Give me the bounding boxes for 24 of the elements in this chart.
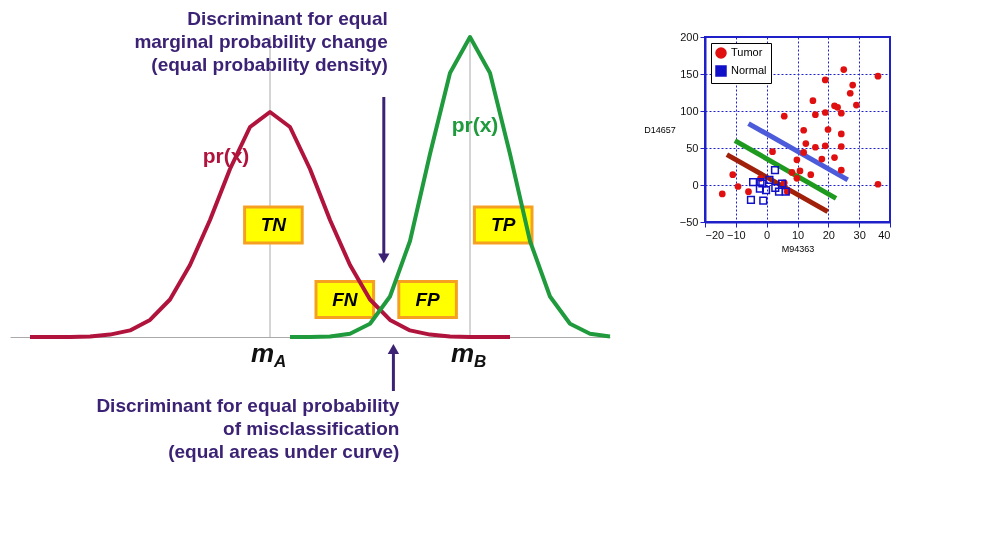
x-tick-label: 30 <box>853 228 866 241</box>
annotation: TN <box>260 214 288 236</box>
y-tick-label: 200 <box>680 30 699 43</box>
x-tick-label: 10 <box>791 228 805 241</box>
x-tick-label: −20 <box>705 228 725 241</box>
y-tick-label: 150 <box>680 67 699 80</box>
legend-label: Normal <box>731 64 767 76</box>
y-tick-label: 50 <box>686 141 699 154</box>
legend-label: Tumor <box>731 46 763 58</box>
x-tick-label: −10 <box>727 228 746 241</box>
y-axis-title: D14657 <box>644 125 676 135</box>
annotation: pr(x) <box>451 113 499 137</box>
text: Discriminant for equal probability of misclassification (equal areas under curve) <box>96 395 400 462</box>
annotation: TP <box>491 214 516 236</box>
y-tick-label: −50 <box>679 215 699 228</box>
y-tick-label: 0 <box>692 178 699 191</box>
annotation: FN <box>332 288 359 310</box>
annotation: FP <box>415 288 441 310</box>
annotation: Discriminant for equal marginal probability change (equal probability density) <box>134 8 388 75</box>
x-axis-title: M94363 <box>781 243 815 254</box>
x-tick-label: 20 <box>822 228 835 241</box>
x-tick-label: 0 <box>764 228 771 241</box>
x-tick-label: 40 <box>878 228 891 241</box>
y-tick-label: 100 <box>680 104 699 117</box>
